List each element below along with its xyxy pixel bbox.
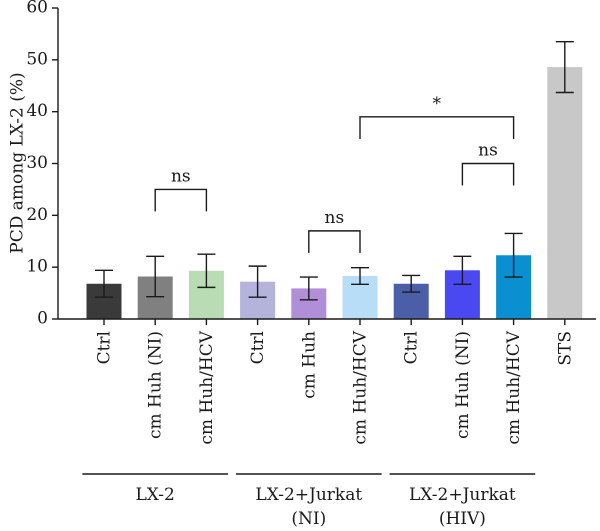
y-tick-label: 10 [26, 257, 48, 277]
x-category-label: STS [555, 331, 575, 366]
bars [86, 67, 583, 319]
y-tick-label: 50 [26, 49, 48, 69]
x-category-label: cm Huh (NI) [453, 331, 473, 439]
x-category-label: Ctrl [248, 331, 268, 364]
group-label: LX-2+Jurkat [409, 485, 516, 505]
significance-bracket [308, 230, 361, 253]
significance-label: ns [171, 166, 191, 186]
significance-label: ns [478, 141, 498, 161]
bar [547, 67, 583, 319]
y-tick-label: 60 [26, 0, 48, 18]
x-category-label: cm Huh/HCV [351, 330, 371, 444]
x-category-label: Ctrl [402, 331, 422, 364]
x-category-label: cm Huh/HCV [197, 330, 217, 444]
significance-bracket [359, 116, 515, 139]
group-label: (NI) [291, 509, 326, 529]
y-tick-label: 0 [37, 309, 48, 329]
group-label: LX-2+Jurkat [255, 485, 362, 505]
y-tick-label: 20 [26, 205, 48, 225]
y-axis: 0 10 20 30 40 50 60 [26, 0, 59, 329]
significance-label: ns [325, 208, 345, 228]
significance-bracket [154, 188, 208, 212]
y-tick-label: 30 [26, 153, 48, 173]
x-category-label: cm Huh [299, 331, 319, 399]
group-label: (HIV) [439, 509, 486, 529]
group-label: LX-2 [136, 485, 175, 505]
x-axis-category-labels: Ctrl cm Huh (NI) cm Huh/HCV Ctrl cm Huh cm Hu… [95, 319, 575, 445]
error-bars [95, 40, 574, 301]
y-tick-label: 40 [26, 101, 48, 121]
significance-label: * [433, 94, 442, 114]
y-axis-label: PCD among LX-2 (%) [8, 72, 28, 253]
x-category-label: Ctrl [95, 331, 115, 364]
significance-annotations: ns ns ns * [154, 94, 515, 253]
x-category-label: cm Huh (NI) [146, 331, 166, 439]
significance-bracket [461, 162, 515, 186]
x-category-label: cm Huh/HCV [504, 330, 524, 444]
group-labels: LX-2 LX-2+Jurkat (NI) LX-2+Jurkat (HIV) [82, 473, 536, 529]
